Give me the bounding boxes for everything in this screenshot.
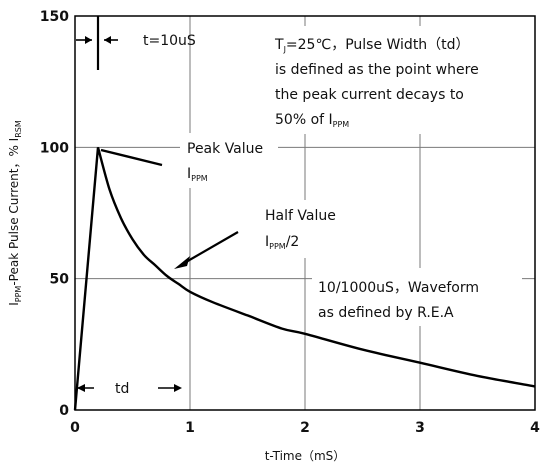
y-tick-label: 50 bbox=[50, 272, 70, 288]
note-line-3: the peak current decays to bbox=[275, 87, 464, 103]
t-right-arrowhead bbox=[104, 36, 111, 44]
note-line-2: is defined as the point where bbox=[275, 62, 479, 78]
peak-label: Peak Value bbox=[187, 141, 263, 157]
half-pointer-line bbox=[185, 231, 239, 263]
tick-labels: 0 1 2 3 4 0 50 100 150 bbox=[40, 9, 540, 436]
td-right-arrowhead bbox=[174, 384, 182, 392]
y-tick-label: 150 bbox=[40, 9, 69, 25]
half-box bbox=[258, 200, 358, 258]
x-tick-label: 0 bbox=[70, 420, 80, 436]
y-tick-label: 100 bbox=[40, 140, 69, 156]
t-label: t=10uS bbox=[143, 33, 196, 49]
waveform-line-2: as defined by R.E.A bbox=[318, 305, 454, 321]
half-pointer-arrowhead bbox=[174, 256, 190, 269]
t-left-arrowhead bbox=[85, 36, 92, 44]
x-tick-label: 1 bbox=[185, 420, 195, 436]
peak-box bbox=[180, 133, 278, 188]
note-line-4: 50% of IPPM bbox=[275, 112, 349, 129]
plot-frame bbox=[74, 15, 536, 411]
waveform-curve bbox=[73, 147, 536, 411]
half-symbol: IPPM/2 bbox=[265, 234, 299, 251]
y-tick-label: 0 bbox=[59, 403, 69, 419]
note-box bbox=[262, 26, 528, 134]
y-axis-title: IPPM-Peak Pulse Current，% IRSM bbox=[7, 120, 23, 306]
waveform-box bbox=[312, 268, 522, 326]
td-label: td bbox=[115, 381, 129, 397]
x-tick-label: 3 bbox=[415, 420, 425, 436]
peak-pointer-line bbox=[100, 148, 163, 167]
x-tick-label: 2 bbox=[300, 420, 310, 436]
x-tick-label: 4 bbox=[530, 420, 540, 436]
note-line-1: TJ=25℃，Pulse Width（td） bbox=[274, 37, 470, 54]
waveform-line-1: 10/1000uS，Waveform bbox=[318, 280, 479, 296]
td-left-arrowhead bbox=[77, 384, 85, 392]
half-label: Half Value bbox=[265, 208, 336, 224]
x-axis-title: t-Time（mS） bbox=[265, 449, 346, 463]
peak-symbol: IPPM bbox=[187, 166, 208, 183]
